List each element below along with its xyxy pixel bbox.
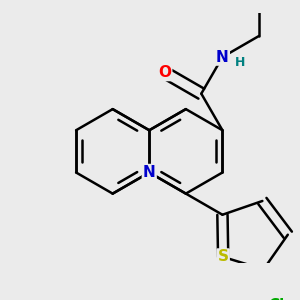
Text: N: N (143, 165, 156, 180)
Text: N: N (216, 50, 229, 64)
Text: S: S (218, 250, 229, 265)
Text: Cl: Cl (268, 298, 284, 300)
Text: H: H (235, 56, 246, 69)
Text: O: O (158, 65, 171, 80)
